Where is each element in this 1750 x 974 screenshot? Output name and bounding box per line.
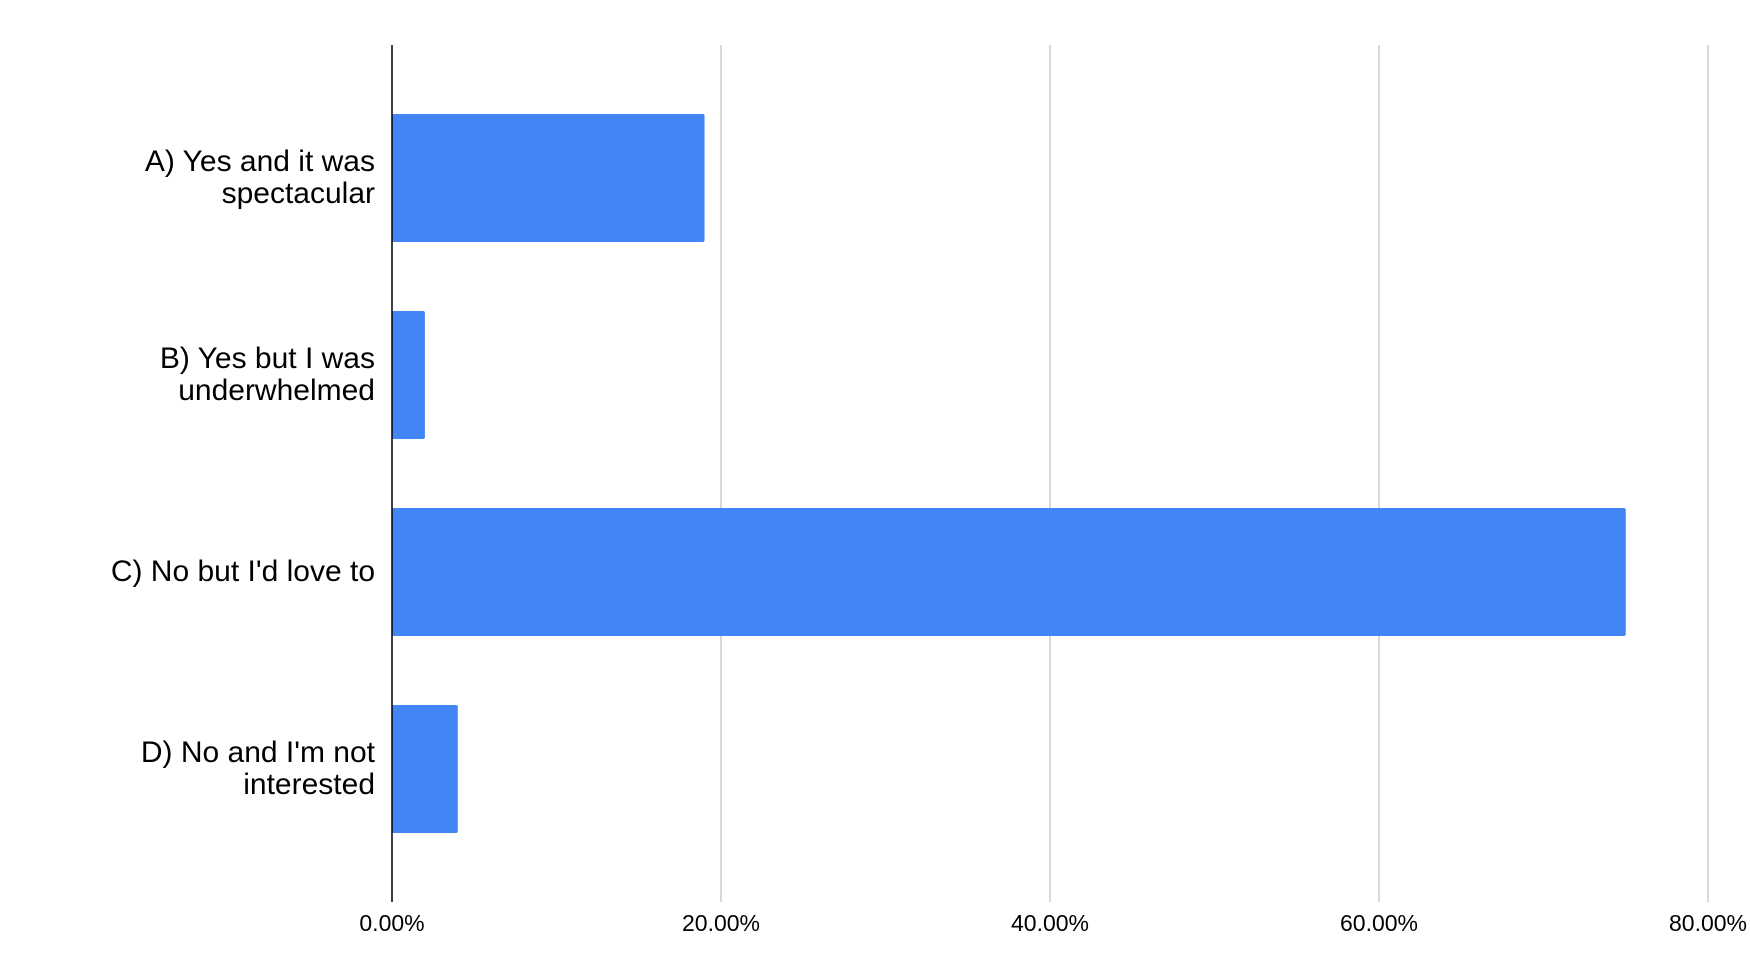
y-tick-label: A) Yes and it was spectacular (144, 145, 375, 210)
x-tick-label: 0.00% (359, 910, 424, 936)
x-tick-label: 60.00% (1340, 910, 1418, 936)
bar (392, 508, 1626, 636)
y-tick-label: D) No and I'm not interested (140, 736, 375, 801)
category-label-box: B) Yes but I was underwhelmed (159, 342, 375, 407)
y-tick-label: C) No but I'd love to (110, 555, 375, 588)
y-tick-label: B) Yes but I was underwhelmed (159, 342, 375, 407)
category-label-box: A) Yes and it was spectacular (144, 145, 375, 210)
x-tick-label: 40.00% (1011, 910, 1089, 936)
category-label-box: D) No and I'm not interested (140, 736, 375, 801)
bar (392, 311, 425, 439)
x-tick-label: 20.00% (682, 910, 760, 936)
category-label-box: C) No but I'd love to (110, 555, 375, 588)
bar (392, 114, 705, 242)
bar (392, 705, 458, 833)
x-tick-label: 80.00% (1669, 910, 1747, 936)
